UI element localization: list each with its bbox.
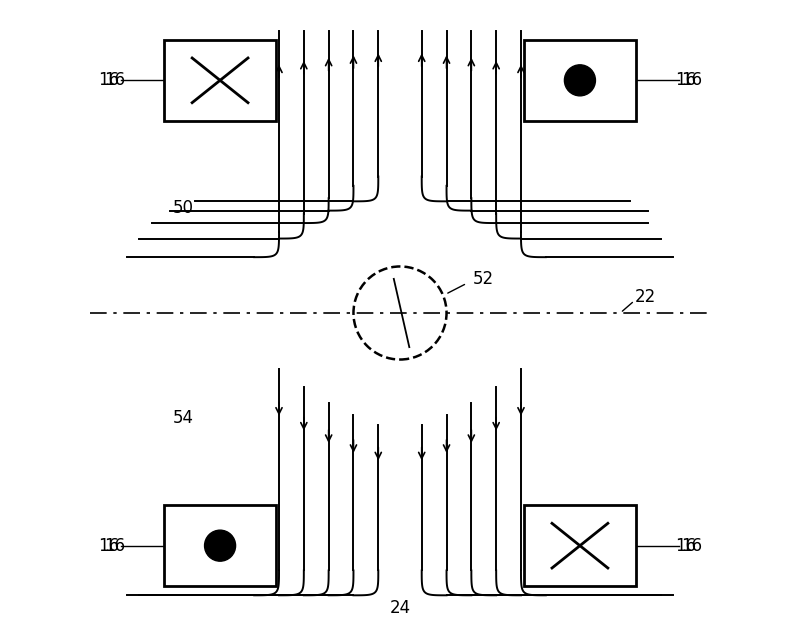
Text: 16: 16 (98, 536, 119, 555)
Text: 16: 16 (675, 536, 696, 555)
Bar (164, 505, 276, 586)
Text: 16: 16 (98, 71, 119, 90)
Text: 16: 16 (675, 71, 696, 90)
Circle shape (205, 530, 235, 561)
Bar (524, 505, 636, 586)
Text: 16: 16 (104, 536, 125, 555)
Text: 50: 50 (172, 198, 194, 217)
Circle shape (565, 65, 595, 96)
Text: 24: 24 (390, 598, 410, 617)
Bar (164, 40, 276, 121)
Text: 16: 16 (681, 71, 702, 90)
Bar (524, 40, 636, 121)
Text: 16: 16 (681, 536, 702, 555)
Text: 16: 16 (104, 71, 125, 90)
Text: 52: 52 (473, 270, 494, 288)
Text: 22: 22 (634, 289, 656, 307)
Text: 54: 54 (172, 409, 194, 428)
